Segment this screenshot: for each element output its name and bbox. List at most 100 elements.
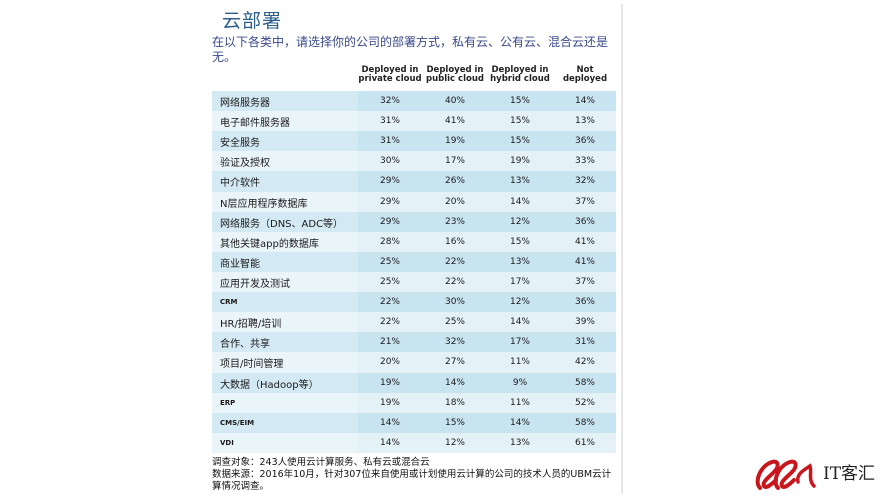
data-cell: 9% [512, 377, 528, 388]
data-cell: 36% [574, 297, 595, 308]
page-subtitle: 在以下各类中，请选择你的公司的部署方式，私有云、公有云、混合云还是无。 [212, 35, 609, 64]
row-label: 电子邮件服务器 [220, 118, 290, 130]
deployment-table: 网络服务器 32% 40% 15% 14% 电子邮件服务器 31% 41% 15% 13% 安全服务… [212, 91, 616, 453]
column-header: Deployed in hybrid cloud [490, 65, 550, 84]
data-cell: 25% [379, 277, 400, 287]
data-cell: 33% [574, 156, 595, 167]
data-cell: 11% [509, 357, 530, 368]
data-cell: 30% [444, 297, 465, 308]
row-label-cell [212, 412, 358, 433]
data-cell: 25% [379, 256, 400, 267]
slide-divider [621, 4, 623, 494]
row-label-cell [212, 151, 358, 172]
table-row: CMS/EIM 14% 15% 14% 58% [212, 412, 616, 433]
data-cell: 31% [574, 337, 595, 348]
data-cell: 14% [509, 196, 530, 207]
data-cell: 30% [379, 156, 400, 167]
row-label-cell [212, 432, 358, 453]
data-cell: 14% [509, 317, 530, 328]
data-cell: 15% [509, 236, 530, 247]
column-header: Deployed in public cloud [426, 65, 484, 84]
data-cell: 19% [379, 377, 400, 388]
data-cell: 22% [379, 297, 400, 308]
column-headers: Deployed in private cloud Deployed in pub… [212, 66, 616, 91]
row-label: 中介软件 [220, 178, 260, 190]
data-cell: 31% [379, 136, 400, 147]
data-cell: 14% [379, 417, 400, 428]
data-cell: 39% [574, 317, 595, 328]
table-row: CRM 22% 30% 12% 36% [212, 292, 616, 313]
row-label: 验证及授权 [220, 158, 270, 170]
row-label-cell [212, 211, 358, 232]
data-cell: 28% [379, 236, 400, 247]
row-label-cell [212, 191, 358, 212]
data-cell: 14% [574, 96, 595, 106]
row-label: 其他关键app的数据库 [220, 238, 319, 250]
data-cell: 25% [444, 317, 465, 328]
row-label-cell [212, 171, 358, 192]
data-cell: 58% [574, 377, 595, 388]
row-label: 合作、共享 [220, 339, 270, 351]
data-cell: 37% [574, 277, 595, 287]
row-label: CMS/EIM [220, 418, 255, 427]
data-cell: 41% [574, 256, 595, 267]
data-cell: 17% [509, 337, 530, 348]
data-cell: 13% [509, 176, 530, 187]
table-row: 验证及授权 30% 17% 19% 33% [212, 151, 616, 172]
data-cell: 22% [444, 256, 465, 267]
data-cell: 27% [444, 357, 465, 368]
data-cell: 16% [444, 236, 465, 247]
table-row: 网络服务器 32% 40% 15% 14% [212, 91, 616, 112]
data-cell: 29% [379, 176, 400, 187]
data-cell: 18% [444, 397, 465, 408]
data-cell: 32% [379, 96, 400, 106]
table-row: 大数据（Hadoop等） 19% 14% 9% 58% [212, 372, 616, 393]
table-row: 电子邮件服务器 31% 41% 15% 13% [212, 111, 616, 132]
data-cell: 13% [509, 437, 530, 448]
logo-text: IT客汇 [823, 464, 876, 484]
data-cell: 17% [509, 277, 530, 287]
row-label: 网络服务器 [220, 98, 270, 109]
data-cell: 36% [574, 216, 595, 227]
row-label: 大数据（Hadoop等） [220, 379, 319, 391]
data-cell: 14% [509, 417, 530, 428]
table-row: N层应用程序数据库 29% 20% 14% 37% [212, 191, 616, 212]
table-row: HR/招聘/培训 22% 25% 14% 39% [212, 312, 616, 333]
data-cell: 32% [444, 337, 465, 348]
table-row: 其他关键app的数据库 28% 16% 15% 41% [212, 231, 616, 252]
data-cell: 15% [509, 96, 530, 106]
data-cell: 29% [379, 196, 400, 207]
row-label-cell [212, 231, 358, 252]
row-label: ERP [220, 398, 236, 407]
row-label: 网络服务（DNS、ADC等） [220, 218, 344, 230]
data-cell: 15% [509, 116, 530, 127]
row-label-cell [212, 131, 358, 152]
row-label-cell [212, 292, 358, 313]
data-cell: 19% [444, 136, 465, 147]
row-label-cell [212, 111, 358, 132]
row-label: CRM [220, 298, 238, 307]
data-cell: 52% [574, 397, 595, 408]
survey-subject-note: 调查对象：243人使用云计算服务、私有云或混合云 [212, 457, 430, 468]
data-cell: 21% [379, 337, 400, 348]
table-row: 商业智能 25% 22% 13% 41% [212, 251, 616, 272]
data-cell: 20% [444, 196, 465, 207]
row-label-cell [212, 352, 358, 373]
data-cell: 15% [509, 136, 530, 147]
row-label-cell [212, 332, 358, 353]
data-cell: 36% [574, 136, 595, 147]
table-row: 合作、共享 21% 32% 17% 31% [212, 332, 616, 353]
row-label: N层应用程序数据库 [220, 198, 308, 210]
row-label: VDI [220, 438, 234, 447]
data-cell: 32% [574, 176, 595, 187]
data-cell: 41% [444, 116, 465, 127]
data-cell: 11% [509, 397, 530, 408]
column-header: Not deployed [562, 65, 608, 84]
data-cell: 58% [574, 417, 595, 428]
data-cell: 12% [509, 297, 530, 308]
itkehui-logo-icon [755, 459, 816, 490]
row-label: 项目/时间管理 [220, 359, 284, 371]
data-cell: 12% [509, 216, 530, 227]
data-cell: 37% [574, 196, 595, 207]
row-label-cell [212, 372, 358, 393]
